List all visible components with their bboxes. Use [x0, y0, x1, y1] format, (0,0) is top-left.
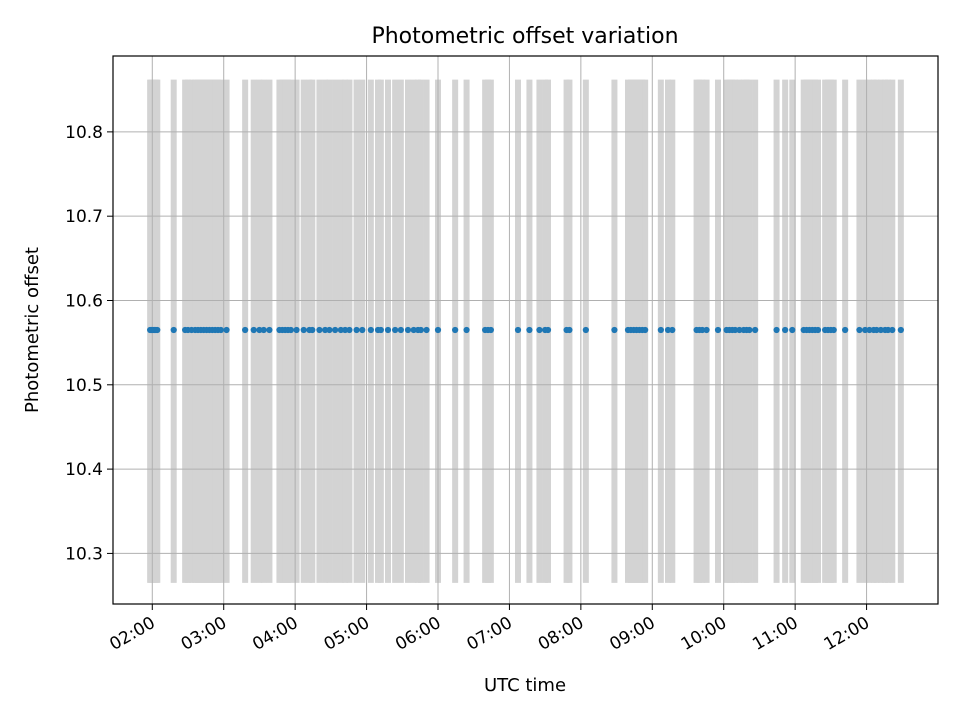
data-point — [732, 326, 739, 334]
data-point — [642, 326, 649, 334]
data-point — [223, 326, 230, 334]
data-point — [359, 326, 366, 334]
data-point — [300, 326, 307, 334]
data-point — [582, 326, 589, 334]
data-point — [657, 326, 664, 334]
data-point — [260, 326, 267, 334]
data-point — [463, 326, 470, 334]
data-point — [664, 326, 672, 334]
data-point — [322, 326, 329, 334]
data-point — [434, 326, 442, 334]
data-point — [752, 326, 759, 334]
y-tick-label: 10.5 — [65, 376, 103, 396]
data-point — [669, 326, 676, 334]
data-point — [866, 326, 873, 334]
data-point — [423, 326, 430, 334]
y-tick-label: 10.4 — [65, 460, 103, 480]
data-point — [842, 326, 849, 334]
data-point — [714, 326, 722, 334]
data-point — [773, 326, 780, 334]
data-point — [384, 326, 392, 334]
data-point — [392, 326, 399, 334]
data-point — [830, 326, 837, 334]
data-point — [897, 326, 904, 334]
data-point — [342, 326, 349, 334]
data-point — [536, 326, 543, 334]
data-point — [309, 326, 316, 334]
data-point — [410, 326, 417, 334]
data-point — [862, 326, 869, 334]
data-point — [293, 326, 300, 334]
data-point — [417, 326, 424, 334]
data-point — [873, 326, 880, 334]
data-point — [736, 326, 743, 334]
data-point — [377, 326, 384, 334]
y-axis-ticks: 10.3 10.4 10.5 10.6 10.7 10.8 — [65, 123, 113, 564]
data-point — [242, 326, 249, 334]
data-point — [703, 326, 710, 334]
data-point — [404, 326, 412, 334]
data-point — [884, 326, 892, 334]
data-point — [526, 326, 533, 334]
data-point — [250, 326, 257, 334]
y-tick-label: 10.7 — [65, 207, 103, 227]
data-point — [789, 326, 796, 334]
data-point — [514, 326, 522, 334]
data-point — [287, 326, 294, 334]
data-point — [487, 326, 494, 334]
data-point — [699, 326, 706, 334]
chart-title: Photometric offset variation — [371, 24, 678, 49]
y-tick-label: 10.3 — [65, 544, 103, 564]
data-point — [154, 326, 161, 334]
y-tick-label: 10.8 — [65, 123, 103, 143]
data-point — [266, 326, 273, 334]
data-point — [332, 326, 339, 334]
data-point — [566, 326, 573, 334]
data-point — [889, 326, 896, 334]
y-tick-label: 10.6 — [65, 291, 103, 311]
data-point — [346, 326, 353, 334]
data-point — [337, 326, 344, 334]
data-point — [814, 326, 822, 334]
data-point — [544, 326, 552, 334]
y-axis-label: Photometric offset — [22, 247, 43, 413]
data-point — [367, 326, 374, 334]
data-point — [316, 326, 323, 334]
data-point — [746, 326, 753, 334]
data-points — [147, 326, 904, 334]
data-point — [782, 326, 789, 334]
data-point — [217, 326, 224, 334]
plot-frame — [112, 55, 939, 605]
data-point — [856, 326, 863, 334]
data-point — [353, 326, 360, 334]
data-point — [170, 326, 177, 334]
data-point — [877, 326, 884, 334]
data-point — [452, 326, 459, 334]
data-point — [326, 326, 333, 334]
x-axis-label: UTC time — [484, 675, 566, 696]
data-point — [256, 326, 263, 334]
data-point — [611, 326, 618, 334]
data-point — [397, 326, 404, 334]
